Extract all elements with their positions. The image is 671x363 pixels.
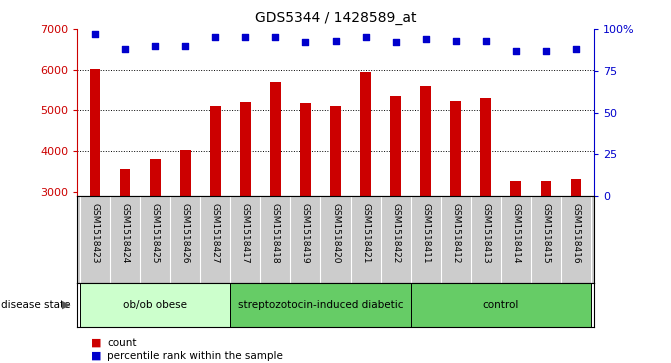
- Bar: [120, 169, 130, 314]
- Text: GSM1518414: GSM1518414: [511, 203, 520, 264]
- Text: GSM1518422: GSM1518422: [391, 203, 400, 264]
- Point: [420, 36, 431, 42]
- Bar: [230, 283, 411, 327]
- Bar: [450, 101, 461, 314]
- Text: ▶: ▶: [62, 300, 70, 310]
- Bar: [210, 106, 221, 314]
- Bar: [150, 159, 160, 314]
- Bar: [330, 106, 341, 314]
- Bar: [180, 150, 191, 314]
- Bar: [391, 96, 401, 314]
- Point: [270, 34, 280, 40]
- Point: [330, 38, 341, 44]
- Point: [511, 48, 521, 54]
- Bar: [240, 102, 251, 314]
- Text: GSM1518420: GSM1518420: [331, 203, 340, 264]
- Bar: [360, 72, 371, 314]
- Text: ■: ■: [91, 351, 101, 361]
- Text: GSM1518426: GSM1518426: [180, 203, 190, 264]
- Bar: [420, 86, 431, 314]
- Text: GSM1518421: GSM1518421: [361, 203, 370, 264]
- Point: [570, 46, 581, 52]
- Text: GSM1518412: GSM1518412: [451, 203, 460, 264]
- Bar: [411, 283, 591, 327]
- Point: [90, 31, 101, 37]
- Title: GDS5344 / 1428589_at: GDS5344 / 1428589_at: [255, 11, 416, 25]
- Bar: [300, 103, 311, 314]
- Point: [120, 46, 131, 52]
- Point: [391, 40, 401, 45]
- Text: GSM1518415: GSM1518415: [541, 203, 550, 264]
- Point: [480, 38, 491, 44]
- Point: [450, 38, 461, 44]
- Bar: [480, 98, 491, 314]
- Point: [360, 34, 371, 40]
- Text: percentile rank within the sample: percentile rank within the sample: [107, 351, 283, 361]
- Bar: [511, 182, 521, 314]
- Bar: [80, 283, 230, 327]
- Text: GSM1518416: GSM1518416: [571, 203, 580, 264]
- Point: [540, 48, 551, 54]
- Point: [240, 34, 251, 40]
- Bar: [90, 69, 101, 314]
- Text: disease state: disease state: [1, 300, 70, 310]
- Text: GSM1518411: GSM1518411: [421, 203, 430, 264]
- Text: GSM1518419: GSM1518419: [301, 203, 310, 264]
- Text: GSM1518413: GSM1518413: [481, 203, 491, 264]
- Text: GSM1518417: GSM1518417: [241, 203, 250, 264]
- Bar: [570, 179, 581, 314]
- Text: count: count: [107, 338, 137, 348]
- Text: GSM1518418: GSM1518418: [271, 203, 280, 264]
- Text: control: control: [482, 300, 519, 310]
- Point: [180, 43, 191, 49]
- Text: streptozotocin-induced diabetic: streptozotocin-induced diabetic: [238, 300, 403, 310]
- Bar: [541, 182, 551, 314]
- Text: ■: ■: [91, 338, 101, 348]
- Bar: [270, 82, 280, 314]
- Text: GSM1518424: GSM1518424: [121, 203, 130, 264]
- Text: GSM1518423: GSM1518423: [91, 203, 100, 264]
- Point: [300, 40, 311, 45]
- Point: [150, 43, 160, 49]
- Text: GSM1518425: GSM1518425: [151, 203, 160, 264]
- Text: GSM1518427: GSM1518427: [211, 203, 220, 264]
- Text: ob/ob obese: ob/ob obese: [123, 300, 187, 310]
- Point: [210, 34, 221, 40]
